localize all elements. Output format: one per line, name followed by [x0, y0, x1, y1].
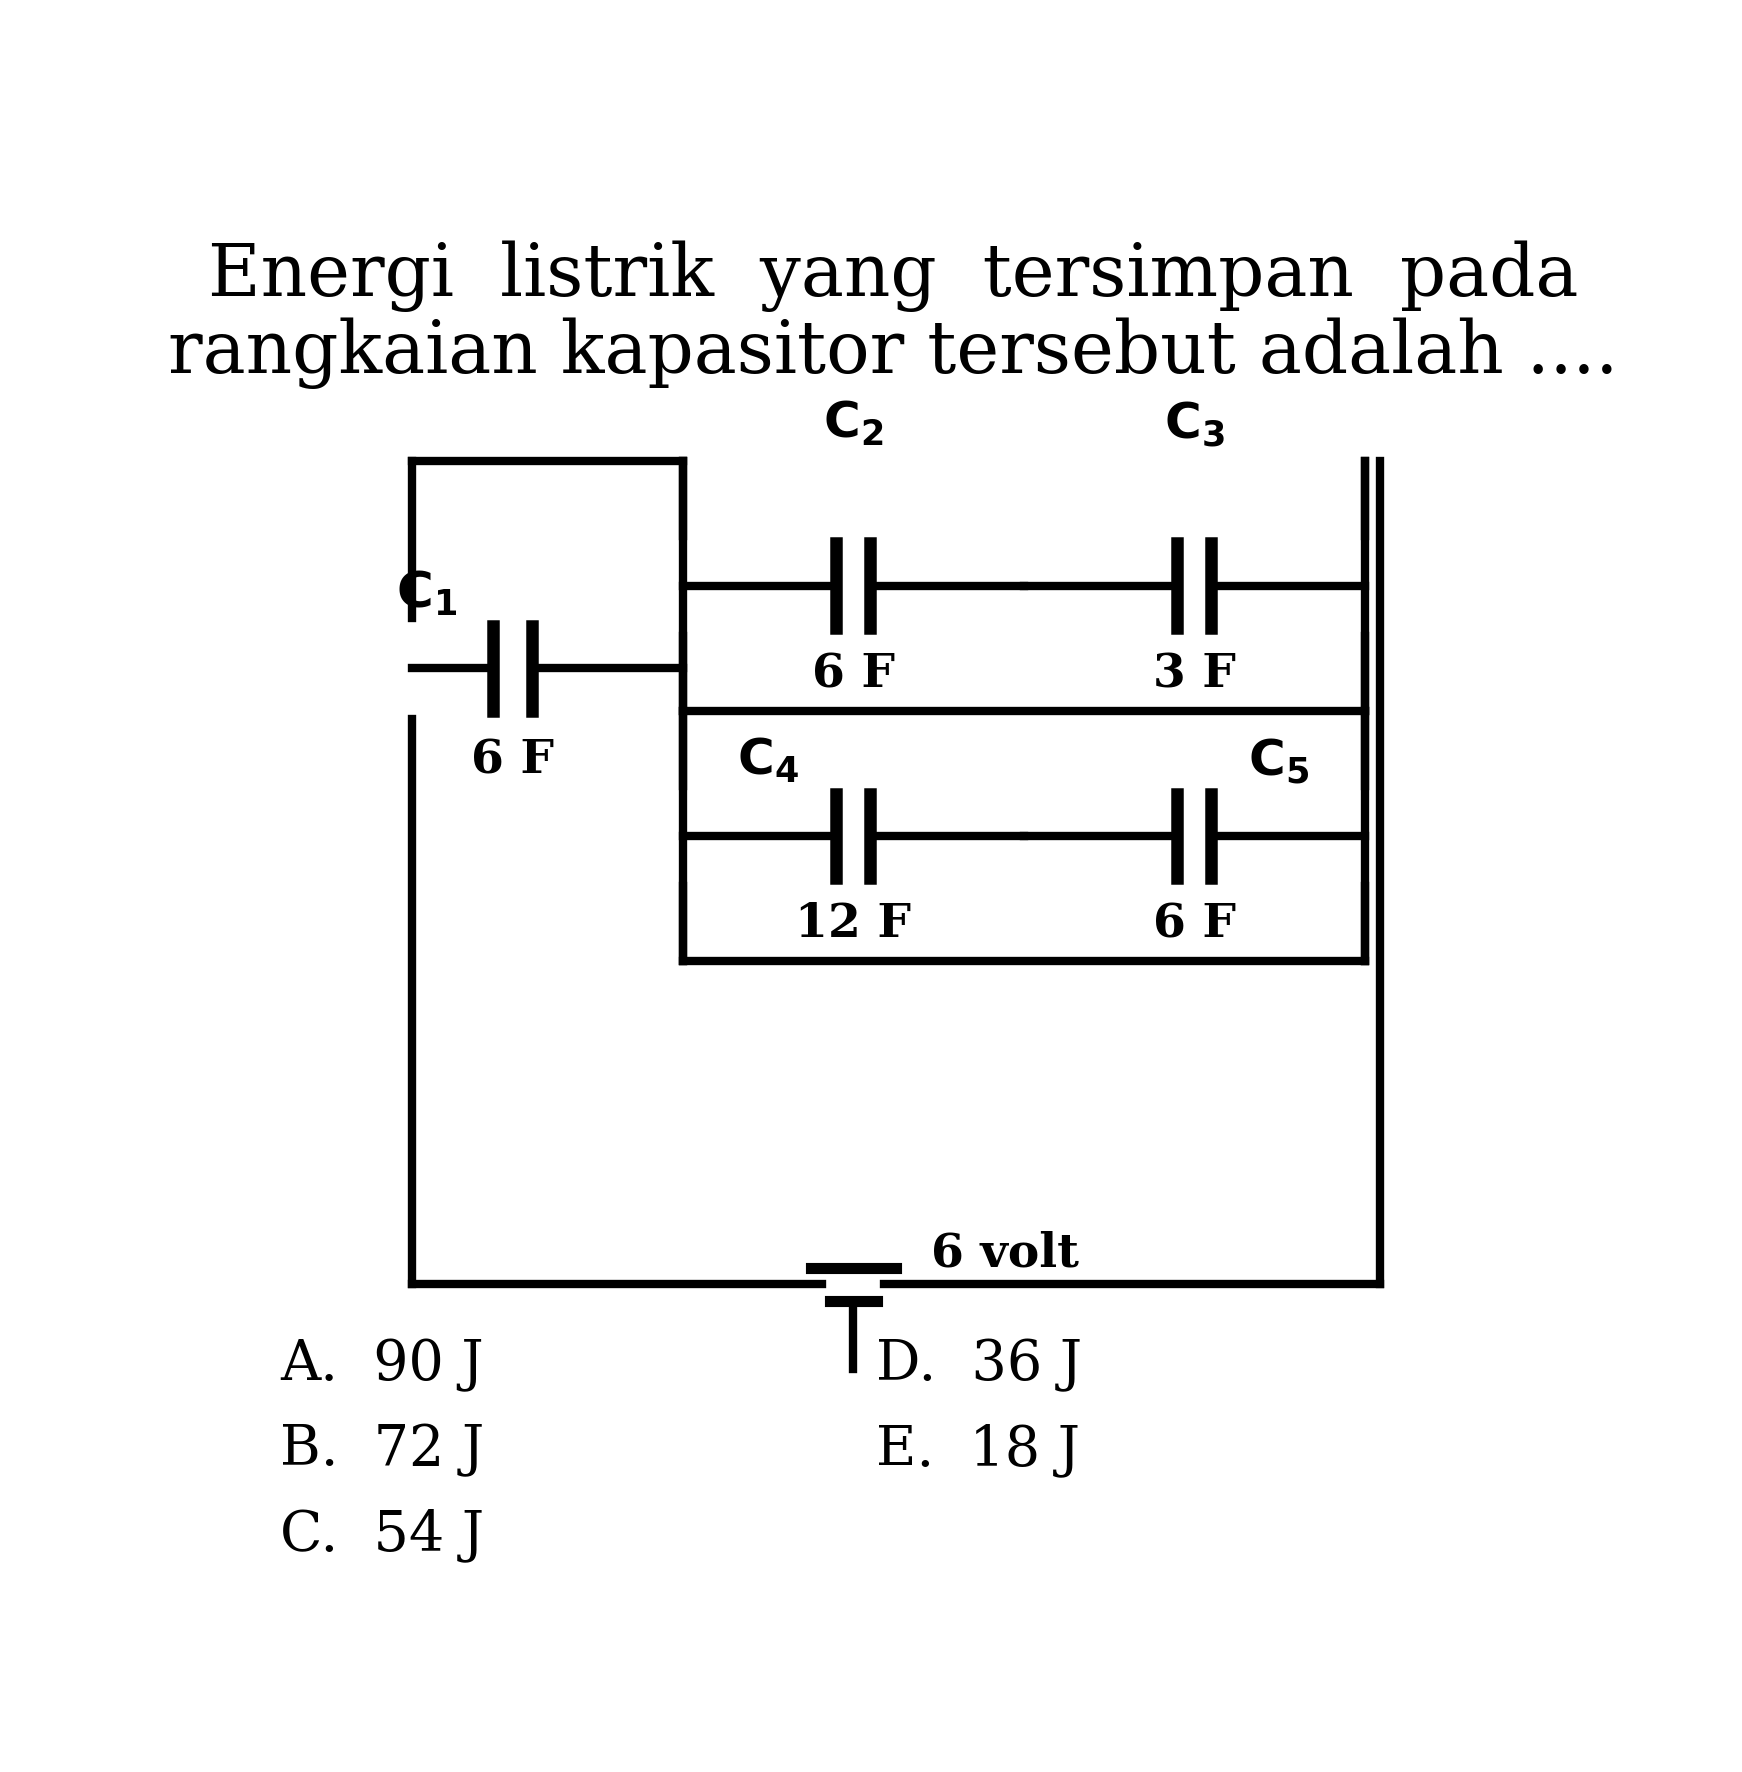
Text: $\mathbf{C_1}$: $\mathbf{C_1}$	[397, 569, 458, 618]
Text: C.  54 J: C. 54 J	[280, 1508, 484, 1563]
Text: A.  90 J: A. 90 J	[280, 1338, 483, 1393]
Text: $\mathbf{C_2}$: $\mathbf{C_2}$	[822, 399, 883, 448]
Text: D.  36 J: D. 36 J	[876, 1338, 1082, 1393]
Text: 6 F: 6 F	[470, 737, 554, 783]
Text: $\mathbf{C_5}$: $\mathbf{C_5}$	[1249, 737, 1310, 787]
Text: 6 F: 6 F	[1153, 902, 1235, 948]
Text: 6 F: 6 F	[812, 650, 895, 696]
Text: B.  72 J: B. 72 J	[280, 1423, 484, 1478]
Text: Energi  listrik  yang  tersimpan  pada: Energi listrik yang tersimpan pada	[207, 239, 1578, 312]
Text: 12 F: 12 F	[796, 902, 911, 948]
Text: 3 F: 3 F	[1153, 650, 1235, 696]
Text: 6 volt: 6 volt	[930, 1232, 1078, 1276]
Text: E.  18 J: E. 18 J	[876, 1423, 1080, 1478]
Text: rangkaian kapasitor tersebut adalah ....: rangkaian kapasitor tersebut adalah ....	[167, 317, 1618, 388]
Text: $\mathbf{C_4}$: $\mathbf{C_4}$	[737, 737, 800, 787]
Text: $\mathbf{C_3}$: $\mathbf{C_3}$	[1164, 399, 1225, 448]
